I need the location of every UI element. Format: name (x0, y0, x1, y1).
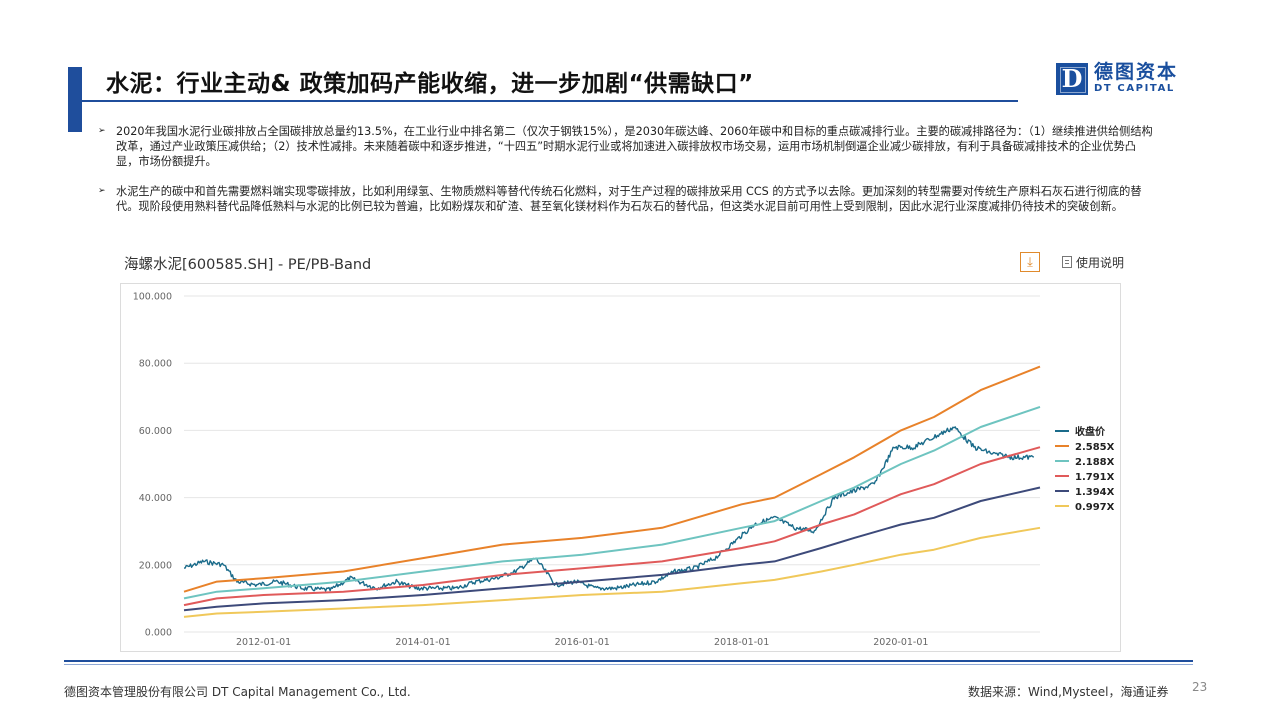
legend-label: 2.188X (1075, 457, 1115, 468)
bullet-text: 2020年我国水泥行业碳排放占全国碳排放总量约13.5%，在工业行业中排名第二（… (116, 125, 1153, 168)
band-line-1791 (183, 446, 1041, 607)
bullet-arrow-icon: ➢ (98, 186, 106, 196)
logo-en: DT CAPITAL (1094, 83, 1175, 94)
logo-text: 德图资本 DT CAPITAL (1094, 62, 1178, 95)
footer-company: 德图资本管理股份有限公司 DT Capital Management Co., … (64, 685, 411, 699)
logo-cn: 德图资本 (1094, 61, 1179, 83)
bullet-text: 水泥生产的碳中和首先需要燃料端实现零碳排放，比如利用绿氢、生物质燃料等替代传统石… (116, 185, 1142, 213)
footer-divider (64, 660, 1193, 662)
y-tick-label: 40.000 (139, 493, 172, 504)
x-tick-label: 2016-01-01 (555, 637, 610, 648)
chart-title: 海螺水泥[600585.SH] - PE/PB-Band (124, 257, 372, 273)
x-tick-label: 2014-01-01 (395, 637, 450, 648)
chart-toolbar: ⤓ 使用说明 (1020, 252, 1124, 272)
pe-pb-band-chart: 100.000 80.000 60.000 40.000 20.000 0.000 2012… (120, 283, 1121, 652)
band-line-2188 (183, 405, 1041, 600)
price-line (184, 426, 1035, 592)
y-tick-label: 80.000 (139, 359, 172, 370)
x-tick-label: 2018-01-01 (714, 637, 769, 648)
band-line-2585 (183, 365, 1041, 593)
company-logo: D 德图资本 DT CAPITAL (1056, 62, 1178, 95)
y-tick-label: 0.000 (145, 628, 172, 639)
data-source: 数据来源：Wind,Mysteel，海通证券 (968, 685, 1169, 699)
bullet-item: ➢ 水泥生产的碳中和首先需要燃料端实现零碳排放，比如利用绿氢、生物质燃料等替代传… (98, 184, 1156, 214)
band-line-0997 (183, 526, 1041, 618)
legend-label: 收盘价 (1075, 425, 1106, 438)
download-icon[interactable]: ⤓ (1020, 252, 1040, 272)
logo-mark: D (1056, 62, 1088, 95)
legend-label: 0.997X (1075, 502, 1115, 513)
help-link[interactable]: 使用说明 (1076, 255, 1125, 270)
x-tick-label: 2012-01-01 (236, 637, 291, 648)
accent-bar (68, 67, 82, 132)
y-tick-label: 100.000 (133, 292, 172, 303)
bullet-list: ➢ 2020年我国水泥行业碳排放占全国碳排放总量约13.5%，在工业行业中排名第… (98, 124, 1156, 214)
x-tick-label: 2020-01-01 (873, 637, 928, 648)
bullet-item: ➢ 2020年我国水泥行业碳排放占全国碳排放总量约13.5%，在工业行业中排名第… (98, 124, 1156, 169)
chart-frame (120, 283, 1121, 652)
legend-label: 1.394X (1075, 487, 1115, 498)
bullet-arrow-icon: ➢ (98, 126, 106, 136)
page-title: 水泥：行业主动& 政策加码产能收缩，进一步加剧“供需缺口” (106, 71, 754, 97)
document-icon (1062, 256, 1072, 268)
y-tick-label: 20.000 (139, 560, 172, 571)
legend-label: 1.791X (1075, 472, 1115, 483)
legend-label: 2.585X (1075, 442, 1115, 453)
band-line-1394 (183, 486, 1041, 612)
title-divider (82, 100, 1018, 102)
y-tick-label: 60.000 (139, 426, 172, 437)
page-number: 23 (1192, 680, 1208, 694)
footer-divider-thin (64, 664, 1193, 665)
